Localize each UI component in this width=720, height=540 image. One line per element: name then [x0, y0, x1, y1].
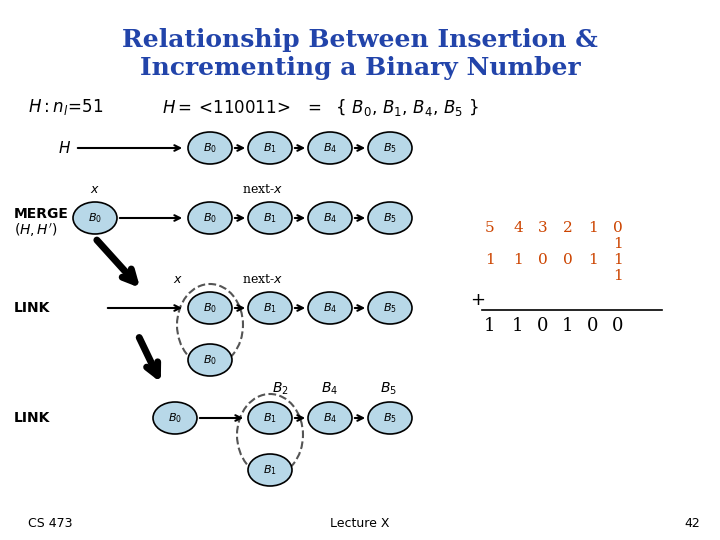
Ellipse shape [153, 402, 197, 434]
Text: 0: 0 [538, 253, 548, 267]
Text: 1: 1 [485, 317, 496, 335]
Text: 1: 1 [613, 269, 623, 283]
Text: $B_5$: $B_5$ [383, 411, 397, 425]
Text: LINK: LINK [14, 301, 50, 315]
Text: 0: 0 [588, 317, 599, 335]
Ellipse shape [308, 202, 352, 234]
Text: CS 473: CS 473 [28, 517, 73, 530]
Text: 1: 1 [513, 253, 523, 267]
Text: $+$: $+$ [470, 291, 485, 309]
Text: $B_4$: $B_4$ [323, 141, 337, 155]
Text: 1: 1 [485, 253, 495, 267]
Text: $B_0$: $B_0$ [88, 211, 102, 225]
Text: 0: 0 [613, 221, 623, 235]
Ellipse shape [188, 292, 232, 324]
Ellipse shape [188, 132, 232, 164]
Text: 1: 1 [562, 317, 574, 335]
Ellipse shape [308, 292, 352, 324]
Ellipse shape [368, 402, 412, 434]
Text: 5: 5 [485, 221, 495, 235]
Text: 1: 1 [613, 253, 623, 267]
Text: $B_1$: $B_1$ [263, 141, 277, 155]
Ellipse shape [308, 132, 352, 164]
Text: $B_5$: $B_5$ [379, 381, 397, 397]
Text: next-$x$: next-$x$ [242, 273, 283, 286]
Text: 1: 1 [588, 221, 598, 235]
Text: $B_1$: $B_1$ [263, 411, 277, 425]
Ellipse shape [308, 402, 352, 434]
Text: LINK: LINK [14, 411, 50, 425]
Text: 1: 1 [613, 237, 623, 251]
Text: $H$: $H$ [58, 140, 71, 156]
Text: $B_5$: $B_5$ [383, 301, 397, 315]
Text: 42: 42 [684, 517, 700, 530]
Text: 4: 4 [513, 221, 523, 235]
Text: $B_0$: $B_0$ [203, 211, 217, 225]
Text: $B_2$: $B_2$ [271, 381, 289, 397]
Ellipse shape [73, 202, 117, 234]
Text: 0: 0 [563, 253, 573, 267]
Text: $B_4$: $B_4$ [321, 381, 338, 397]
Ellipse shape [188, 202, 232, 234]
Text: $B_4$: $B_4$ [323, 411, 337, 425]
Text: $B_5$: $B_5$ [383, 141, 397, 155]
Text: $B_4$: $B_4$ [323, 301, 337, 315]
Text: $x$: $x$ [90, 183, 100, 196]
Ellipse shape [248, 202, 292, 234]
Text: 0: 0 [537, 317, 549, 335]
Ellipse shape [188, 344, 232, 376]
Ellipse shape [368, 202, 412, 234]
Text: $B_0$: $B_0$ [168, 411, 182, 425]
Text: $B_1$: $B_1$ [263, 463, 277, 477]
Text: $B_0$: $B_0$ [203, 141, 217, 155]
Text: next-$x$: next-$x$ [242, 183, 283, 196]
Text: $H = <\!110011\!>\ \ =\ \ \{\ B_0,\, B_1,\, B_4,\, B_5\ \}$: $H = <\!110011\!>\ \ =\ \ \{\ B_0,\, B_1… [162, 97, 479, 118]
Text: 3: 3 [538, 221, 548, 235]
Text: $x$: $x$ [173, 273, 183, 286]
Text: $B_0$: $B_0$ [203, 301, 217, 315]
Text: MERGE: MERGE [14, 207, 69, 221]
Ellipse shape [368, 292, 412, 324]
Ellipse shape [368, 132, 412, 164]
Ellipse shape [248, 292, 292, 324]
Text: $B_0$: $B_0$ [203, 353, 217, 367]
Text: 1: 1 [588, 253, 598, 267]
Text: $( H, H^{\prime})$: $( H, H^{\prime})$ [14, 222, 58, 239]
Text: Lecture X: Lecture X [330, 517, 390, 530]
Text: Relationship Between Insertion &: Relationship Between Insertion & [122, 28, 598, 52]
Text: $B_5$: $B_5$ [383, 211, 397, 225]
Text: 1: 1 [512, 317, 523, 335]
Text: 0: 0 [612, 317, 624, 335]
Text: $B_4$: $B_4$ [323, 211, 337, 225]
Text: 2: 2 [563, 221, 573, 235]
Ellipse shape [248, 454, 292, 486]
Ellipse shape [248, 132, 292, 164]
Text: $B_1$: $B_1$ [263, 211, 277, 225]
Text: $H : n_l\!=\!51$: $H : n_l\!=\!51$ [28, 97, 104, 117]
Text: $B_1$: $B_1$ [263, 301, 277, 315]
Text: Incrementing a Binary Number: Incrementing a Binary Number [140, 56, 580, 80]
Ellipse shape [248, 402, 292, 434]
